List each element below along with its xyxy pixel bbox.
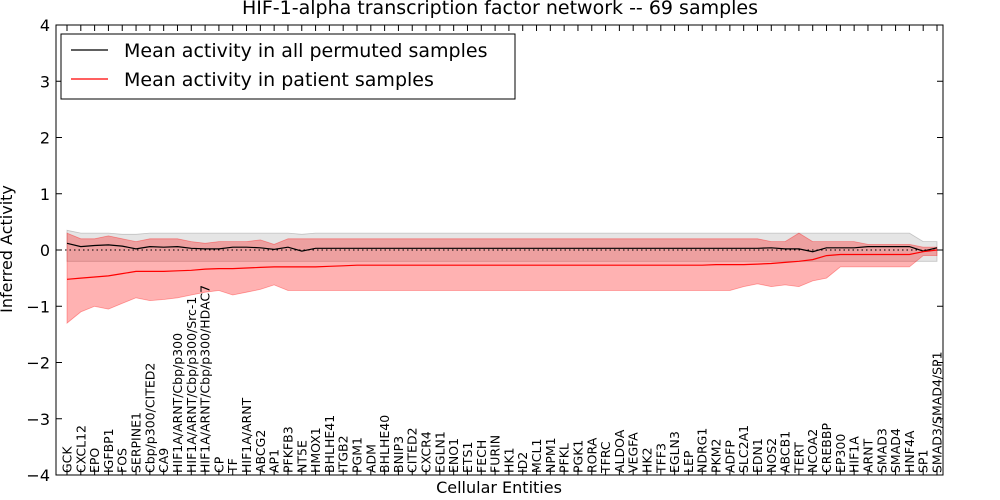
x-tick-label: ETS1	[460, 442, 475, 473]
x-tick-label: FOS	[115, 448, 130, 473]
x-tick-label: SMAD3/SMAD4/SP1	[930, 351, 945, 473]
x-tick-label: SMAD3	[874, 428, 889, 473]
line-permuted	[66, 242, 938, 253]
x-tick-label: HIF1A/ARNT	[239, 397, 254, 473]
x-tick-label: NT5E	[294, 440, 309, 473]
x-tick-label: CXCL12	[73, 425, 88, 473]
y-tick-label: 2	[40, 129, 50, 148]
x-tick-label: EGLN1	[432, 431, 447, 473]
x-tick-label: ALDOA	[612, 429, 627, 473]
y-tick-label: 0	[40, 241, 50, 260]
y-axis-title: Inferred Activity	[0, 185, 16, 313]
x-tick-label: SP1	[916, 450, 931, 473]
x-axis-title: Cellular Entities	[436, 478, 562, 497]
x-tick-label: CITED2	[405, 427, 420, 473]
x-tick-label: TFF3	[653, 443, 668, 474]
x-tick-label: SMAD4	[888, 428, 903, 473]
y-tick-label: −1	[26, 297, 50, 316]
x-tick-label: CXCR4	[419, 431, 434, 473]
x-tick-label: HMOX1	[308, 427, 323, 473]
x-tick-label: SERPINE1	[129, 412, 144, 473]
x-tick-label: BNIP3	[391, 436, 406, 473]
x-tick-label: LEP	[681, 450, 696, 473]
legend: Mean activity in all permuted samples Me…	[60, 33, 516, 100]
x-tick-label: TERT	[791, 442, 806, 474]
x-tick-label: HK1	[501, 447, 516, 473]
y-tick-label: −3	[26, 410, 50, 429]
x-tick-label: PGK1	[571, 440, 586, 473]
x-tick-label: ITGB2	[336, 435, 351, 473]
y-tick-label: −4	[26, 466, 50, 485]
x-tick-label: EDN1	[750, 438, 765, 473]
x-tick-label: VEGFA	[626, 432, 641, 473]
x-tick-label: CREBBP	[819, 423, 834, 473]
x-tick-label: NPM1	[543, 437, 558, 473]
x-tick-label: HNF4A	[902, 430, 917, 473]
x-tick-label: IGFBP1	[101, 428, 116, 473]
legend-box	[60, 33, 516, 100]
x-tick-label: TF	[225, 458, 240, 474]
x-tick-label: ABCG2	[253, 430, 268, 473]
x-tick-label: HIF1A	[847, 436, 862, 473]
x-tick-label: PKM2	[709, 439, 724, 473]
y-tick-label: 1	[40, 185, 50, 204]
x-tick-label: PFKL	[557, 443, 572, 473]
y-tick-label: −2	[26, 354, 50, 373]
x-tick-label: ARNT	[861, 438, 876, 473]
x-tick-label: ENO1	[446, 438, 461, 473]
x-axis: GCKCXCL12EPOIGFBP1FOSSERPINE1Cbp/p300/CI…	[60, 25, 945, 475]
x-tick-label: ID2	[515, 452, 530, 473]
y-tick-label: 4	[40, 16, 50, 35]
chart-title: HIF-1-alpha transcription factor network…	[242, 0, 758, 19]
x-tick-label: FURIN	[488, 435, 503, 473]
confidence-bands	[66, 229, 938, 324]
x-tick-label: BHLHE41	[322, 415, 337, 473]
x-tick-label: BHLHE40	[377, 415, 392, 473]
x-tick-label: ABCB1	[778, 431, 793, 473]
x-tick-label: PFKFB3	[281, 426, 296, 473]
x-tick-label: HK2	[640, 447, 655, 473]
x-tick-label: HIF1A/ARNT/Cbp/p300	[170, 333, 185, 473]
x-tick-label: CA9	[156, 448, 171, 473]
x-tick-label: MCL1	[529, 439, 544, 473]
x-tick-label: GCK	[60, 446, 75, 473]
x-tick-label: SLC2A1	[736, 425, 751, 473]
x-tick-label: ADFP	[722, 440, 737, 473]
y-axis: −4 −3 −2 −1 0 1 2 3 4	[26, 16, 943, 485]
legend-label-permuted: Mean activity in all permuted samples	[124, 40, 487, 62]
x-tick-label: AP1	[267, 449, 282, 473]
line-patient	[66, 249, 938, 280]
x-tick-label: TFRC	[598, 441, 613, 474]
x-tick-label: HIF1A/ARNT/Cbp/p300/Src-1	[184, 297, 199, 473]
x-tick-label: ADM	[363, 444, 378, 473]
y-tick-label: 3	[40, 72, 50, 91]
x-tick-label: EP300	[833, 434, 848, 473]
x-tick-label: NOS2	[764, 438, 779, 473]
x-tick-label: RORA	[584, 437, 599, 473]
band-patient	[66, 232, 938, 324]
x-tick-label: HIF1A/ARNT/Cbp/p300/HDAC7	[198, 285, 213, 473]
legend-label-patient: Mean activity in patient samples	[124, 69, 434, 91]
x-tick-label: EGLN3	[667, 431, 682, 473]
x-tick-label: PGM1	[350, 437, 365, 473]
x-tick-label: Cbp/p300/CITED2	[142, 363, 157, 473]
x-tick-label: NDRG1	[695, 428, 710, 473]
x-tick-label: CP	[211, 456, 226, 473]
x-tick-label: FECH	[474, 440, 489, 473]
x-tick-label: EPO	[87, 448, 102, 473]
x-tick-label: NCOA2	[805, 429, 820, 473]
band-permuted	[66, 229, 938, 262]
series-lines	[66, 242, 938, 280]
